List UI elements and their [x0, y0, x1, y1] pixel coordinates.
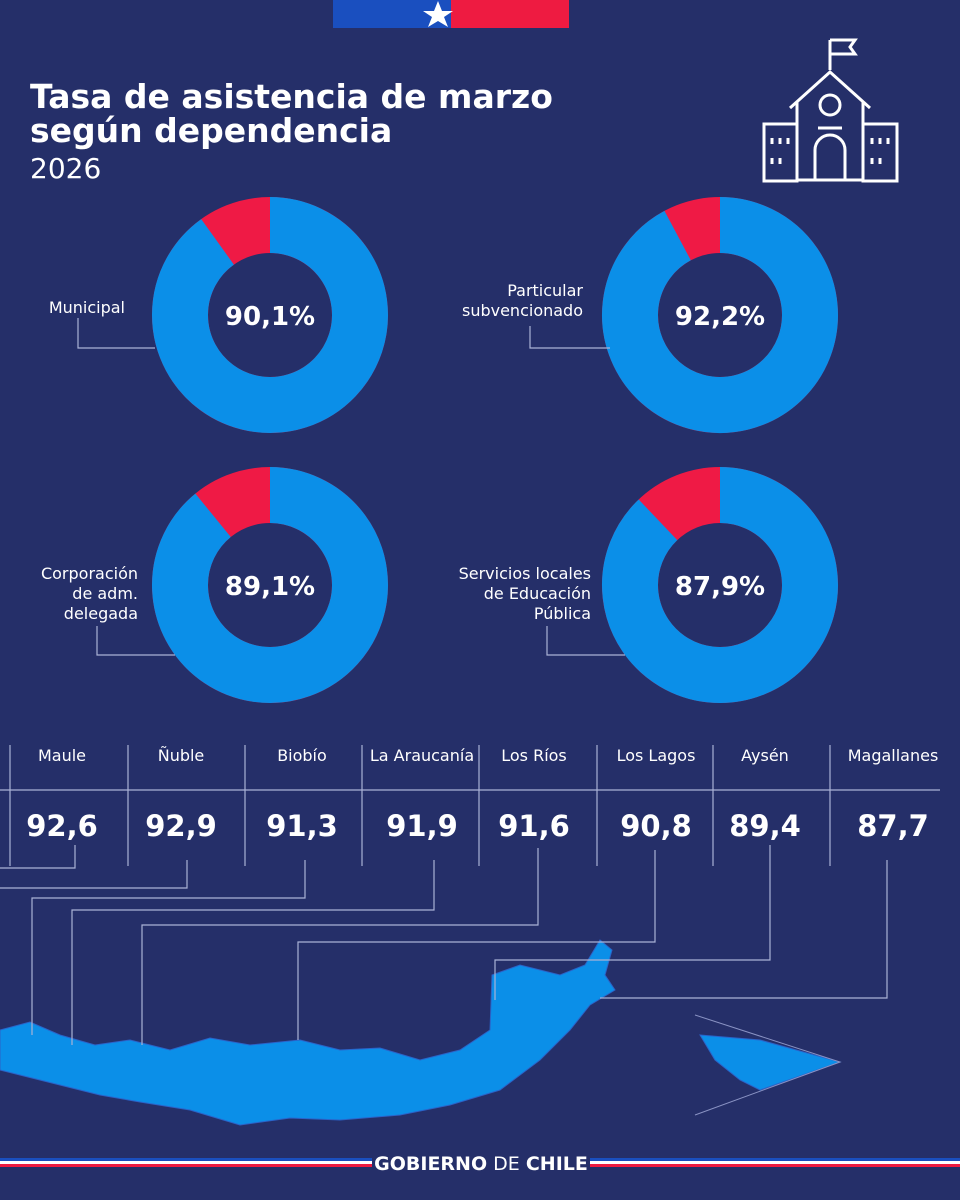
flag-red: [451, 0, 569, 28]
footer-part: DE: [493, 1153, 520, 1175]
footer-text: GOBIERNO DE CHILE: [374, 1153, 588, 1175]
donut-value: 87,9%: [675, 572, 765, 602]
region-value: 91,3: [266, 809, 338, 843]
region-value: 87,7: [857, 809, 929, 843]
donut-label: de adm.: [72, 584, 138, 603]
donut-label: Particular: [507, 281, 583, 300]
region-name: Maule: [38, 746, 86, 765]
title: Tasa de asistencia de marzo: [30, 77, 553, 116]
donut-label: de Educación: [484, 584, 591, 603]
donut-segment: [602, 467, 838, 703]
donut-label: Servicios locales: [459, 564, 591, 583]
donut-segment: [602, 197, 838, 433]
donut-value: 92,2%: [675, 302, 765, 332]
leader-line: [77, 318, 155, 349]
donut-label: subvencionado: [462, 301, 583, 320]
map: [0, 939, 842, 1126]
donut-value: 89,1%: [225, 572, 315, 602]
region-value: 92,6: [26, 809, 98, 843]
title: según dependencia: [30, 111, 392, 150]
region-value: 89,4: [729, 809, 801, 843]
donut-label: Pública: [534, 604, 591, 623]
region-name: La Araucanía: [370, 746, 474, 765]
region-value: 91,9: [386, 809, 458, 843]
donut-label: delegada: [64, 604, 138, 623]
region-name: Ñuble: [158, 746, 205, 765]
leader-line: [546, 626, 625, 656]
donut-segment: [152, 197, 388, 433]
region-name: Los Lagos: [617, 746, 696, 765]
region-value: 90,8: [620, 809, 692, 843]
footer-part: GOBIERNO: [374, 1153, 487, 1175]
donut-label: Municipal: [49, 298, 125, 317]
leader-line: [529, 326, 610, 349]
region-value: 91,6: [498, 809, 570, 843]
region-name: Aysén: [741, 746, 789, 765]
donut-value: 90,1%: [225, 302, 315, 332]
school-icon: [762, 38, 899, 183]
subtitle: 2026: [30, 152, 101, 185]
footer: GOBIERNO DE CHILE: [0, 1153, 960, 1175]
footer-part: CHILE: [526, 1153, 588, 1175]
donut-label: Corporación: [41, 564, 138, 583]
region-value: 92,9: [145, 809, 217, 843]
map-leaders: [0, 845, 888, 1045]
region-name: Los Ríos: [501, 746, 567, 765]
flag-star: [423, 1, 453, 27]
leader-line: [96, 626, 175, 656]
region-name: Biobío: [277, 746, 327, 765]
donut-segment: [152, 467, 388, 703]
region-name: Magallanes: [848, 746, 939, 765]
